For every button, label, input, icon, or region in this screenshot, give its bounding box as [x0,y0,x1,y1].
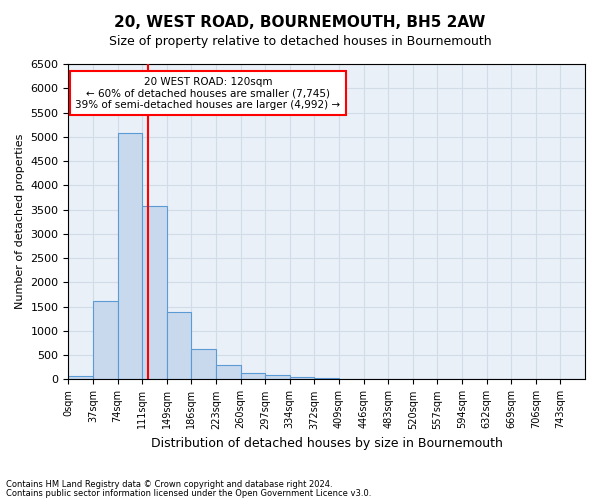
Bar [167,312,191,380]
Bar [216,365,241,380]
Text: 20, WEST ROAD, BOURNEMOUTH, BH5 2AW: 20, WEST ROAD, BOURNEMOUTH, BH5 2AW [115,15,485,30]
Bar [290,377,314,380]
Bar [93,301,118,380]
Text: Contains HM Land Registry data © Crown copyright and database right 2024.: Contains HM Land Registry data © Crown c… [6,480,332,489]
Bar [142,206,167,380]
Bar [68,376,93,380]
Bar [265,375,290,380]
Text: Contains public sector information licensed under the Open Government Licence v3: Contains public sector information licen… [6,488,371,498]
Bar [314,378,339,380]
Y-axis label: Number of detached properties: Number of detached properties [15,134,25,310]
X-axis label: Distribution of detached houses by size in Bournemouth: Distribution of detached houses by size … [151,437,503,450]
Bar [191,350,216,380]
Bar [241,372,265,380]
Bar [118,133,142,380]
Text: 20 WEST ROAD: 120sqm
← 60% of detached houses are smaller (7,745)
39% of semi-de: 20 WEST ROAD: 120sqm ← 60% of detached h… [76,76,340,110]
Text: Size of property relative to detached houses in Bournemouth: Size of property relative to detached ho… [109,35,491,48]
